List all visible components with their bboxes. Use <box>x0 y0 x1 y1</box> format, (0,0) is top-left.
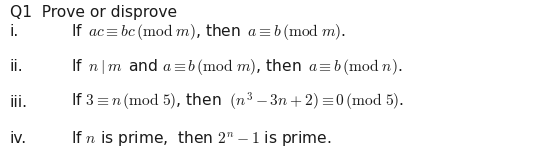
Text: If $3 \equiv n\,(\mathrm{mod}\; 5)$, then $\;(n^3 - 3n + 2) \equiv 0\,(\mathrm{m: If $3 \equiv n\,(\mathrm{mod}\; 5)$, the… <box>71 91 404 113</box>
Text: If $n$ is prime,  then $2^n - 1$ is prime.: If $n$ is prime, then $2^n - 1$ is prime… <box>71 129 331 148</box>
Text: iii.: iii. <box>10 95 28 110</box>
Text: ii.: ii. <box>10 59 24 74</box>
Text: iv.: iv. <box>10 131 27 146</box>
Text: i.: i. <box>10 24 19 39</box>
Text: If $\,n \mid m\,$ and $a \equiv b\,(\mathrm{mod}\; m)$, then $\,a \equiv b\,(\ma: If $\,n \mid m\,$ and $a \equiv b\,(\mat… <box>71 57 403 77</box>
Text: If $\,ac \equiv bc\,(\mathrm{mod}\; m)$, then $\,a \equiv b\,(\mathrm{mod}\; m)$: If $\,ac \equiv bc\,(\mathrm{mod}\; m)$,… <box>71 22 346 42</box>
Text: Q1  Prove or disprove: Q1 Prove or disprove <box>10 5 177 20</box>
